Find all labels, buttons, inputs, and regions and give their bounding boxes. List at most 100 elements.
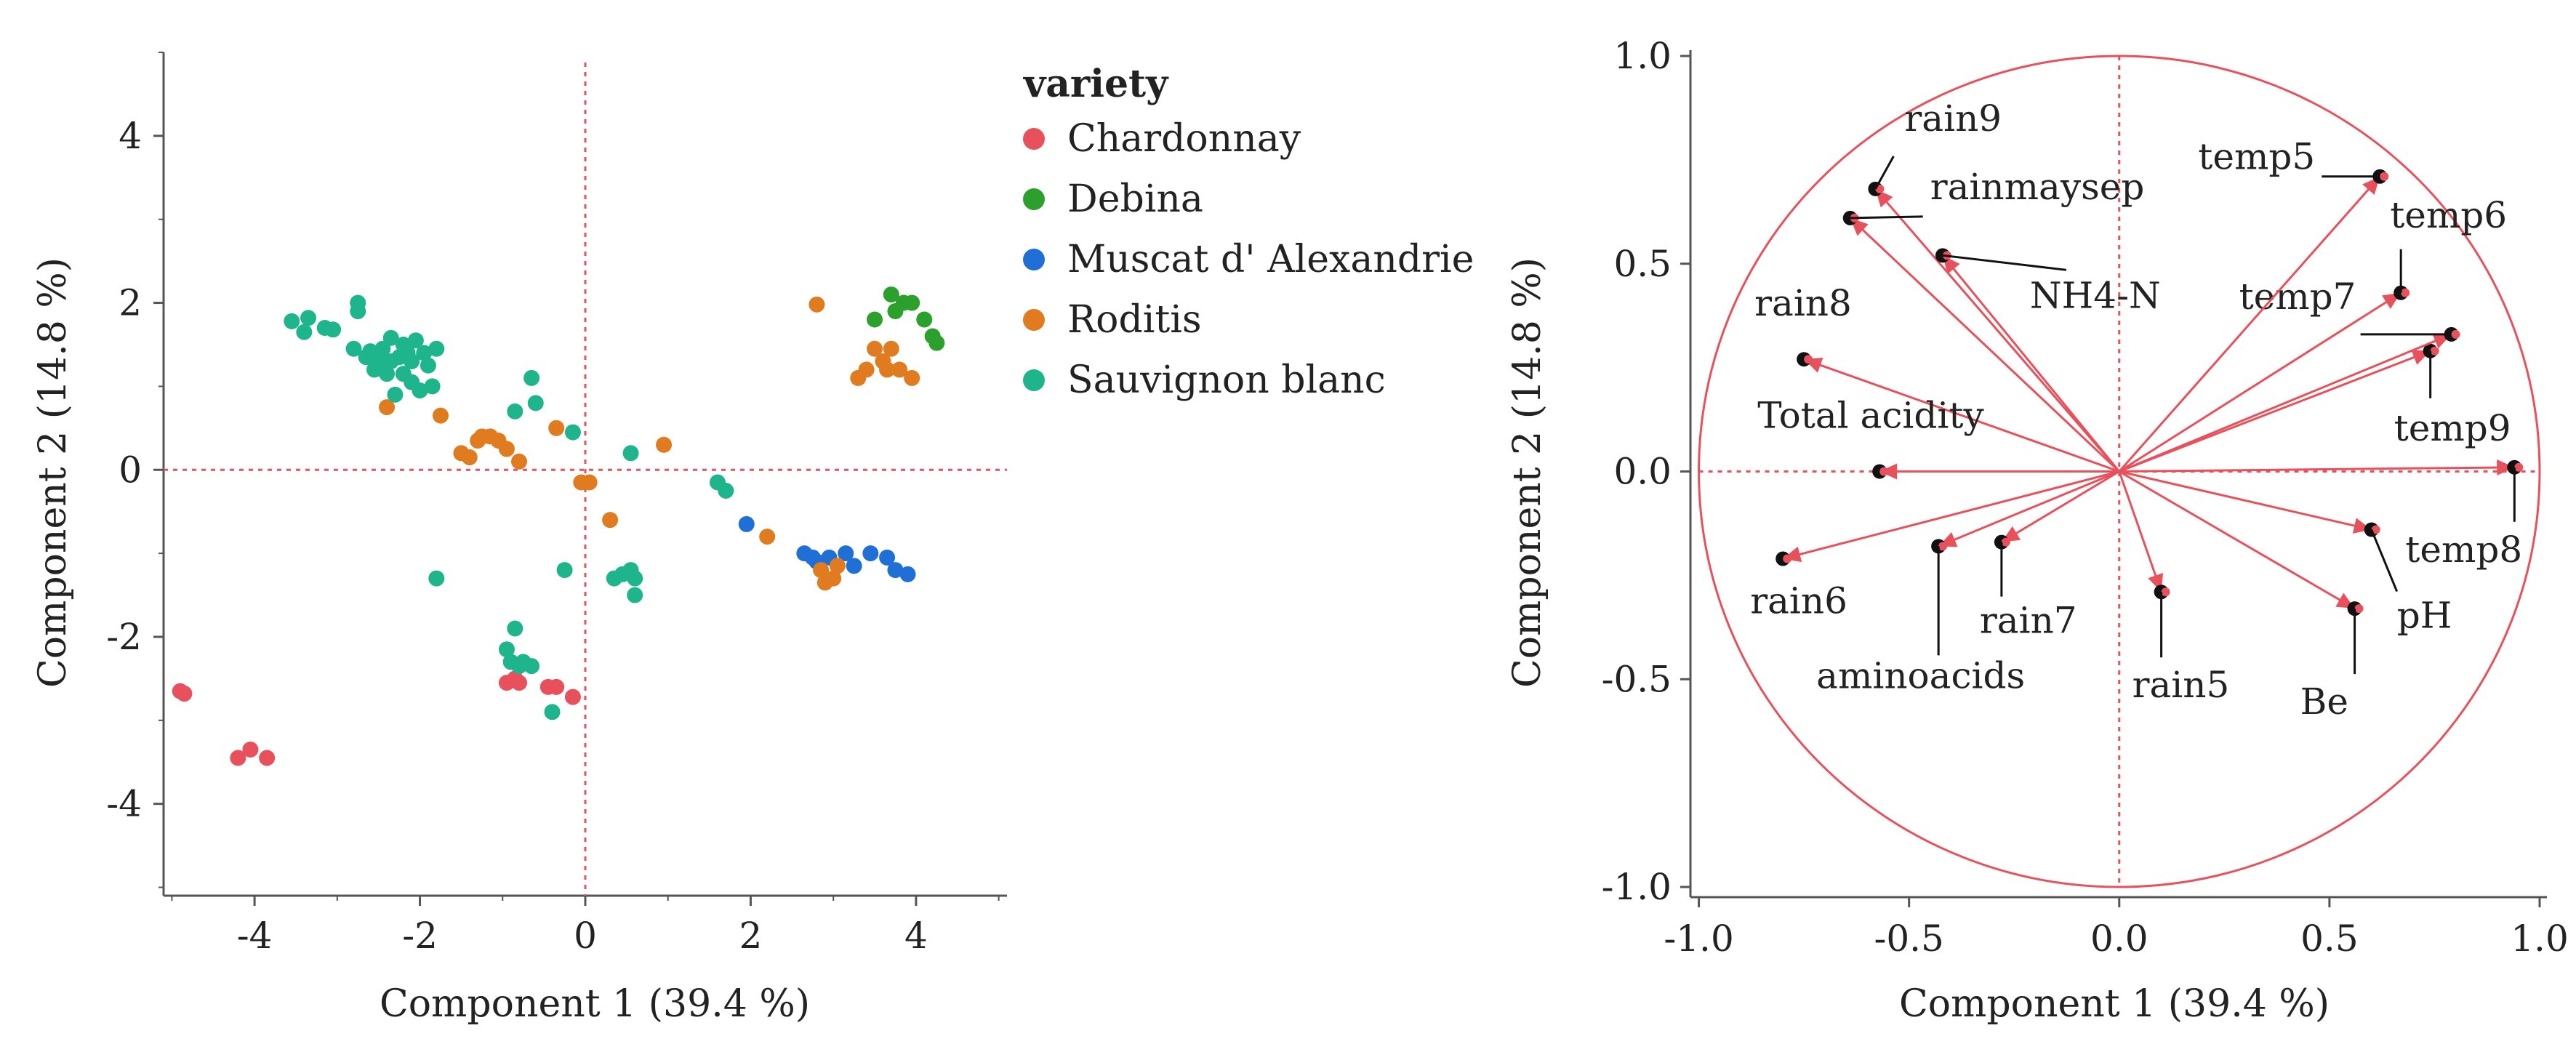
legend-label: Roditis bbox=[1067, 298, 1202, 342]
score-point bbox=[325, 321, 342, 338]
score-plot-x-tick-label: 0 bbox=[574, 915, 597, 957]
score-point bbox=[404, 353, 420, 369]
loading-vector-temp7: temp7 bbox=[2119, 276, 2460, 473]
loading-vector-temp8: temp8 bbox=[2119, 459, 2524, 571]
score-point bbox=[656, 436, 673, 453]
score-point bbox=[382, 329, 399, 346]
loading-arrow-line bbox=[1942, 470, 2120, 546]
loading-point-highlight bbox=[2371, 525, 2380, 534]
score-point bbox=[379, 399, 396, 416]
loading-point-highlight bbox=[2380, 172, 2389, 181]
score-point bbox=[523, 369, 540, 386]
legend-label: Sauvignon blanc bbox=[1067, 358, 1386, 402]
score-point bbox=[627, 570, 643, 587]
loading-plot-x-tick-label: 1.0 bbox=[2511, 918, 2569, 960]
loading-point-highlight bbox=[1938, 542, 1948, 551]
score-point bbox=[296, 324, 313, 340]
score-point bbox=[424, 378, 441, 395]
legend-items: Chardonnay Debina Muscat d' Alexandrie Rodi… bbox=[1023, 117, 1474, 402]
score-point bbox=[627, 587, 643, 603]
loading-plot-y-tick-label: 0.0 bbox=[1613, 451, 1672, 493]
score-point bbox=[300, 310, 317, 326]
loading-plot-y-tick-label: -0.5 bbox=[1602, 658, 1672, 700]
legend-title: variety bbox=[1023, 62, 1169, 106]
score-plot-x-tick-label: 4 bbox=[904, 915, 928, 957]
loading-vector-rain5: rain5 bbox=[2118, 471, 2230, 706]
score-point bbox=[379, 366, 396, 382]
score-point bbox=[564, 688, 581, 705]
loading-arrow-line bbox=[1944, 258, 2120, 473]
loading-label: rain5 bbox=[2132, 664, 2230, 706]
score-point bbox=[507, 620, 523, 637]
score-point bbox=[548, 419, 565, 436]
score-plot-x-tick-label: 2 bbox=[739, 915, 763, 957]
score-point bbox=[879, 361, 896, 378]
score-point bbox=[564, 424, 581, 441]
score-point bbox=[581, 474, 598, 491]
score-plot-y-tick-label: -2 bbox=[106, 616, 142, 658]
score-point bbox=[461, 449, 478, 466]
loading-plot-x-label: Component 1 (39.4 %) bbox=[1899, 982, 2330, 1026]
score-point bbox=[428, 340, 445, 357]
score-point bbox=[420, 357, 436, 374]
legend-marker bbox=[1023, 249, 1045, 270]
legend-marker bbox=[1023, 309, 1045, 331]
score-point bbox=[548, 678, 565, 695]
score-point bbox=[738, 515, 755, 532]
loading-plot-x-tick-label: -1.0 bbox=[1664, 918, 1733, 960]
loading-leader-line bbox=[1942, 254, 2067, 271]
score-point bbox=[883, 340, 899, 357]
score-point bbox=[432, 407, 449, 424]
loading-plot-ticks: -1.0 -0.5 0.0 0.5 1.0 1.0 0.5 0.0 -0.5 -1.0 bbox=[1602, 35, 2569, 960]
loading-arrow-line bbox=[2119, 466, 2511, 473]
score-point bbox=[867, 340, 883, 357]
loading-vector-be: Be bbox=[2119, 470, 2364, 723]
score-point bbox=[904, 294, 920, 311]
score-plot-y-label: Component 2 (14.8 %) bbox=[31, 257, 75, 688]
loading-plot-x-tick-label: -0.5 bbox=[1874, 918, 1943, 960]
loading-point-highlight bbox=[2354, 604, 2364, 614]
score-point bbox=[350, 303, 366, 320]
score-point bbox=[387, 386, 404, 403]
score-point bbox=[862, 545, 879, 562]
loading-arrow-line bbox=[2119, 470, 2368, 530]
loading-label: temp8 bbox=[2405, 529, 2522, 571]
score-point bbox=[556, 562, 573, 579]
loading-vector-nh4-n: NH4-N bbox=[1935, 248, 2161, 473]
loading-arrow-line bbox=[2005, 470, 2120, 541]
score-plot-x-tick-label: -2 bbox=[402, 915, 438, 957]
score-point bbox=[808, 296, 825, 313]
score-point bbox=[523, 658, 540, 675]
loading-vector-temp5: temp5 bbox=[2118, 136, 2389, 473]
loading-label: Total acidity bbox=[1757, 395, 1984, 437]
loading-label: temp6 bbox=[2390, 194, 2507, 236]
loading-vector-ph: pH bbox=[2119, 470, 2452, 637]
loading-vector-rain6: rain6 bbox=[1750, 470, 2120, 622]
loading-arrow-line bbox=[1786, 470, 2120, 559]
loading-plot-vectors: rain9 rainmaysep NH4-N rain8 Total acidity ra… bbox=[1750, 97, 2524, 723]
loading-label: Be bbox=[2300, 680, 2348, 723]
loading-arrow-line bbox=[2118, 471, 2162, 589]
score-point bbox=[412, 382, 428, 399]
loading-point-highlight bbox=[2514, 462, 2524, 472]
legend-marker bbox=[1023, 128, 1045, 150]
score-plot-y-tick-label: -4 bbox=[106, 783, 142, 825]
score-point bbox=[891, 361, 908, 378]
score-point bbox=[829, 558, 846, 574]
score-point bbox=[498, 641, 515, 658]
loading-label: rainmaysep bbox=[1930, 166, 2145, 208]
legend-marker bbox=[1023, 369, 1045, 391]
score-plot-y-tick-label: 4 bbox=[119, 115, 142, 157]
score-point bbox=[345, 340, 362, 357]
score-plot-x-label: Component 1 (39.4 %) bbox=[380, 982, 810, 1026]
loading-arrow-line bbox=[2119, 470, 2352, 608]
loading-label: aminoacids bbox=[1816, 654, 2025, 696]
loading-point-highlight bbox=[2401, 288, 2410, 297]
score-point bbox=[259, 750, 276, 766]
score-point bbox=[759, 529, 776, 545]
score-point bbox=[813, 562, 830, 579]
score-point bbox=[544, 704, 561, 720]
score-point bbox=[718, 482, 734, 499]
loading-vector-total-acidity: Total acidity bbox=[1757, 395, 2119, 480]
